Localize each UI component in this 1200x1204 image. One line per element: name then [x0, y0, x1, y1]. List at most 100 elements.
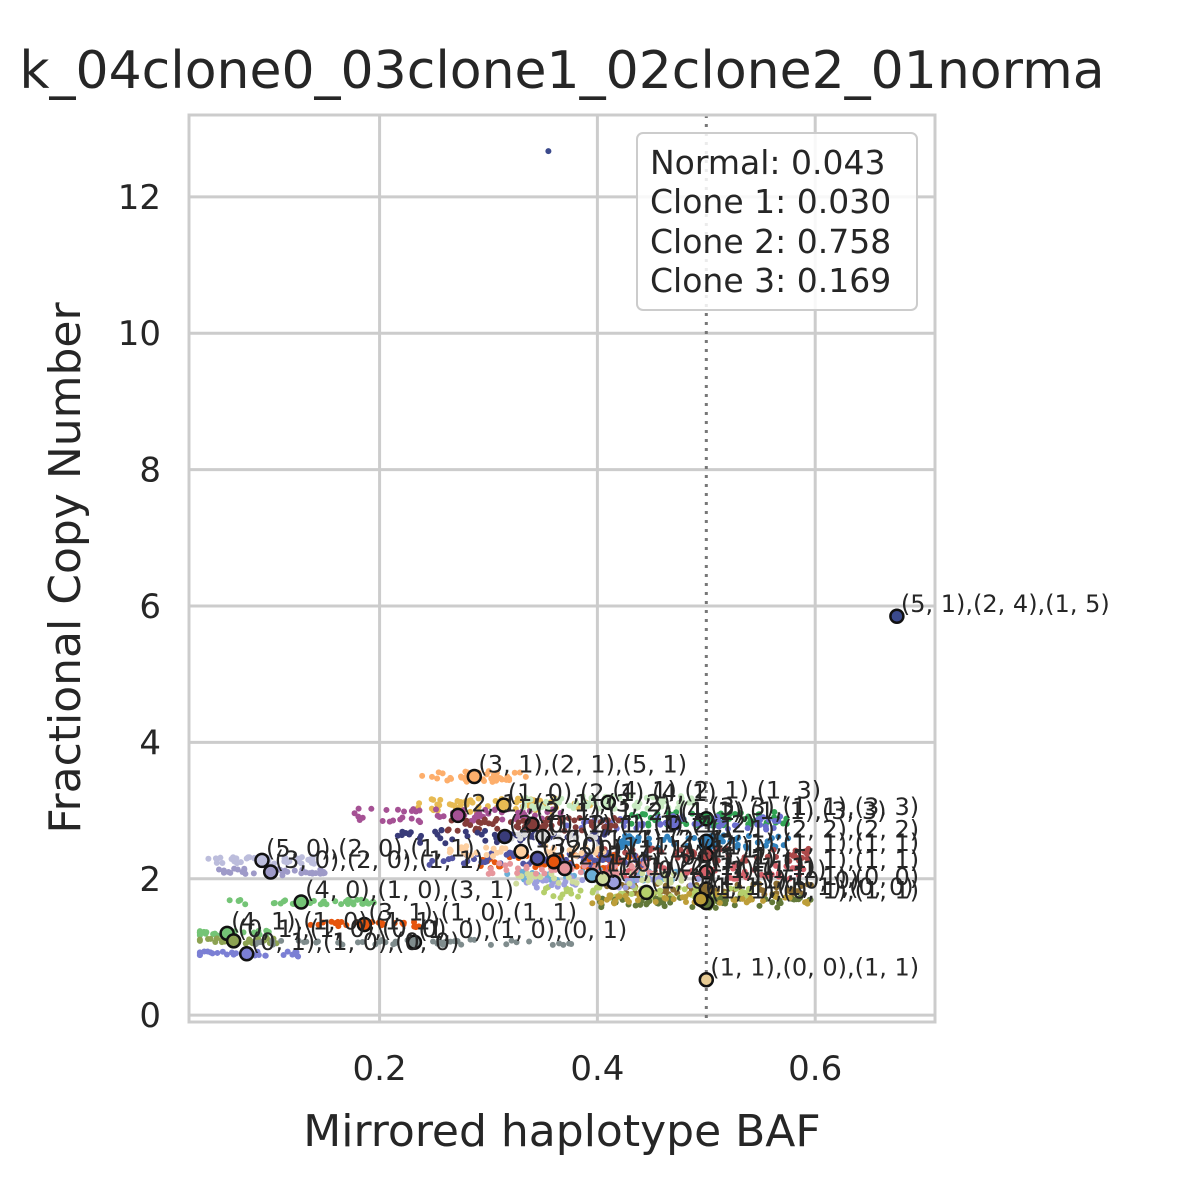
- segment-point: [687, 882, 694, 889]
- segment-point: [597, 819, 604, 826]
- segment-point: [566, 940, 573, 947]
- cluster-label: (2, 1),(1, 1),(1, 1): [710, 829, 919, 857]
- segment-point: [209, 950, 216, 957]
- segment-point: [645, 820, 652, 827]
- segment-point: [649, 876, 656, 883]
- segment-point: [381, 921, 388, 928]
- segment-point: [462, 828, 469, 835]
- segment-point: [732, 810, 739, 817]
- segment-point: [578, 850, 585, 857]
- segment-point: [571, 817, 578, 824]
- segment-point: [498, 776, 505, 783]
- segment-point: [769, 891, 776, 898]
- segment-point: [582, 844, 589, 851]
- segment-point: [213, 857, 220, 864]
- cluster-label: (0, 1),(1, 0),(0, 0): [238, 915, 447, 943]
- segment-point: [462, 768, 469, 775]
- segment-point: [368, 805, 375, 812]
- cluster-center-marker: [495, 797, 512, 813]
- segment-point: [219, 948, 226, 955]
- segment-point: [611, 862, 618, 869]
- segment-point: [600, 848, 607, 855]
- segment-point: [670, 896, 677, 903]
- segment-point: [219, 860, 226, 867]
- segment-point: [349, 899, 356, 906]
- segment-point: [677, 793, 684, 800]
- segment-point: [654, 888, 661, 895]
- segment-point: [692, 884, 699, 891]
- segment-point: [619, 869, 626, 876]
- segment-point: [634, 813, 641, 820]
- cluster-center-marker: [693, 891, 709, 907]
- segment-point: [612, 822, 619, 829]
- segment-point: [214, 949, 221, 956]
- segment-point: [448, 775, 455, 782]
- segment-point: [576, 814, 583, 821]
- segment-point: [521, 802, 528, 809]
- segment-point: [588, 819, 595, 826]
- segment-point: [556, 940, 563, 947]
- segment-point: [684, 869, 691, 876]
- cluster-label: (3, 3),(1, 1),(3, 3): [710, 793, 919, 821]
- segment-point: [354, 939, 361, 946]
- cluster-center-marker: [600, 794, 617, 811]
- segment-point: [620, 837, 627, 844]
- segment-point: [526, 807, 533, 814]
- segment-point: [447, 846, 454, 853]
- segment-point: [615, 893, 622, 900]
- segment-point: [460, 860, 467, 867]
- segment-point: [599, 856, 606, 863]
- segment-point: [712, 904, 719, 911]
- segment-point: [263, 928, 270, 935]
- segment-point: [228, 856, 235, 863]
- segment-point: [726, 811, 733, 818]
- segment-point: [358, 896, 365, 903]
- legend-entry-normal: Normal: 0.043: [650, 143, 885, 182]
- segment-point: [278, 937, 285, 944]
- cluster-center-marker: [698, 864, 715, 880]
- segment-point: [481, 777, 488, 784]
- cluster-center-marker: [356, 916, 373, 933]
- segment-point: [277, 900, 284, 907]
- segment-point: [372, 941, 379, 948]
- segment-point: [606, 892, 613, 899]
- segment-point: [670, 871, 677, 878]
- segment-point: [541, 889, 548, 896]
- segment-point: [652, 898, 659, 905]
- segment-point: [789, 865, 796, 872]
- segment-point: [231, 865, 238, 872]
- segment-point: [661, 798, 668, 805]
- cluster-center-marker: [254, 852, 270, 869]
- segment-point: [626, 880, 633, 887]
- segment-point: [604, 817, 611, 824]
- segment-point: [430, 796, 437, 803]
- segment-point: [774, 904, 781, 911]
- segment-point: [513, 880, 520, 887]
- segment-point: [663, 886, 670, 893]
- segment-point: [741, 868, 748, 875]
- segment-point: [762, 823, 769, 830]
- segment-point: [620, 823, 627, 830]
- segment-point: [437, 835, 444, 842]
- segment-point: [651, 871, 658, 878]
- tick-labels: 0.2 0.4 0.6 0 2 4 6 8 10 12: [118, 178, 843, 1089]
- segment-point: [603, 896, 610, 903]
- segment-point: [541, 870, 548, 877]
- segment-point: [725, 852, 732, 859]
- segment-point: [715, 835, 722, 842]
- segment-point: [768, 835, 775, 842]
- segment-point: [543, 848, 550, 855]
- segment-point: [481, 816, 488, 823]
- segment-point: [679, 894, 686, 901]
- segment-point: [573, 879, 580, 886]
- cluster-label: (0, 1),(1, 0),(0, 0): [251, 928, 460, 956]
- cluster-label: (2, 0),(1, 1),(1, 1): [618, 856, 827, 884]
- cluster-center-marker: [698, 847, 715, 863]
- segment-point: [734, 841, 741, 848]
- segment-point: [685, 799, 692, 806]
- segment-point: [744, 825, 751, 832]
- segment-point: [258, 939, 265, 946]
- segment-point: [675, 884, 682, 891]
